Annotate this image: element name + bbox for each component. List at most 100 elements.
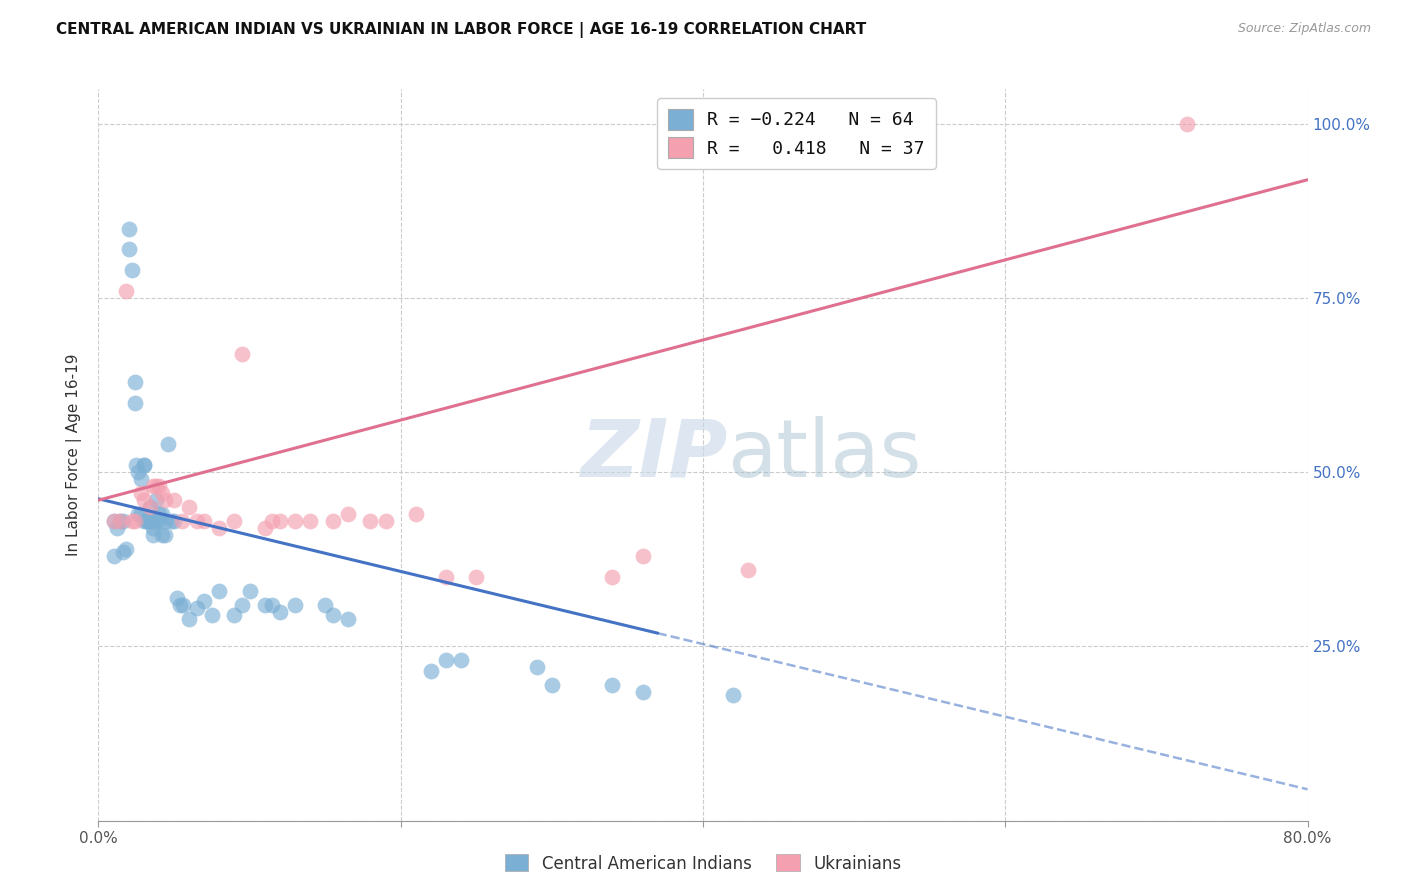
Point (420, 664, 443, 678)
Point (262, 598, 284, 612)
Point (127, 466, 149, 480)
Point (186, 514, 208, 528)
Point (322, 514, 344, 528)
Point (142, 528, 165, 542)
Point (602, 678, 624, 692)
Point (163, 514, 186, 528)
Point (148, 479, 170, 493)
Point (540, 678, 562, 692)
Point (153, 528, 176, 542)
Point (284, 598, 307, 612)
Point (405, 507, 427, 521)
Legend: Central American Indians, Ukrainians: Central American Indians, Ukrainians (498, 847, 908, 880)
Point (153, 493, 176, 508)
Point (139, 500, 162, 515)
Point (239, 583, 262, 598)
Point (125, 458, 148, 473)
Point (145, 493, 167, 508)
Point (121, 263, 143, 277)
Point (150, 507, 173, 521)
Point (145, 479, 167, 493)
Point (465, 570, 488, 584)
Point (153, 514, 176, 528)
Point (129, 486, 152, 500)
Point (231, 598, 253, 612)
Point (723, 688, 745, 702)
Point (160, 514, 183, 528)
Point (231, 347, 253, 361)
Text: CENTRAL AMERICAN INDIAN VS UKRAINIAN IN LABOR FORCE | AGE 16-19 CORRELATION CHAR: CENTRAL AMERICAN INDIAN VS UKRAINIAN IN … (56, 22, 866, 38)
Point (179, 500, 201, 515)
Y-axis label: In Labor Force | Age 16-19: In Labor Force | Age 16-19 (66, 353, 83, 557)
Point (172, 598, 194, 612)
Text: ZIP: ZIP (579, 416, 727, 494)
Point (299, 514, 322, 528)
Point (121, 514, 143, 528)
Point (193, 594, 215, 608)
Point (269, 605, 291, 619)
Point (193, 514, 215, 528)
Point (284, 514, 307, 528)
Point (336, 612, 359, 626)
Point (142, 514, 165, 528)
Point (208, 521, 231, 535)
Point (103, 549, 125, 563)
Point (118, 221, 141, 235)
Point (139, 500, 162, 515)
Point (374, 514, 396, 528)
Point (314, 598, 336, 612)
Point (737, 563, 759, 577)
Point (108, 514, 131, 528)
Point (139, 514, 162, 528)
Point (111, 514, 134, 528)
Point (262, 514, 284, 528)
Point (163, 493, 186, 508)
Point (360, 514, 382, 528)
Point (201, 608, 224, 623)
Point (208, 583, 231, 598)
Point (127, 507, 149, 521)
Text: atlas: atlas (727, 416, 921, 494)
Point (148, 507, 170, 521)
Point (145, 514, 167, 528)
Point (150, 528, 173, 542)
Legend: R = −0.224   N = 64, R =   0.418   N = 37: R = −0.224 N = 64, R = 0.418 N = 37 (657, 98, 936, 169)
Point (132, 458, 155, 473)
Point (179, 612, 201, 626)
Point (156, 437, 179, 451)
Point (224, 608, 246, 623)
Point (602, 570, 624, 584)
Point (253, 521, 276, 535)
Text: Source: ZipAtlas.com: Source: ZipAtlas.com (1237, 22, 1371, 36)
Point (114, 541, 136, 556)
Point (148, 514, 170, 528)
Point (322, 608, 344, 623)
Point (434, 570, 457, 584)
Point (124, 514, 146, 528)
Point (135, 514, 157, 528)
Point (169, 598, 191, 612)
Point (186, 601, 208, 615)
Point (129, 472, 152, 486)
Point (631, 685, 654, 699)
Point (124, 375, 146, 389)
Point (124, 395, 146, 409)
Point (166, 591, 188, 605)
Point (336, 507, 359, 521)
Point (253, 598, 276, 612)
Point (142, 521, 165, 535)
Point (114, 284, 136, 298)
Point (1175, 117, 1198, 131)
Point (132, 514, 155, 528)
Point (105, 521, 128, 535)
Point (111, 545, 134, 559)
Point (103, 514, 125, 528)
Point (103, 514, 125, 528)
Point (526, 660, 548, 674)
Point (631, 549, 654, 563)
Point (118, 243, 141, 257)
Point (135, 514, 157, 528)
Point (129, 507, 152, 521)
Point (450, 653, 472, 667)
Point (142, 479, 165, 493)
